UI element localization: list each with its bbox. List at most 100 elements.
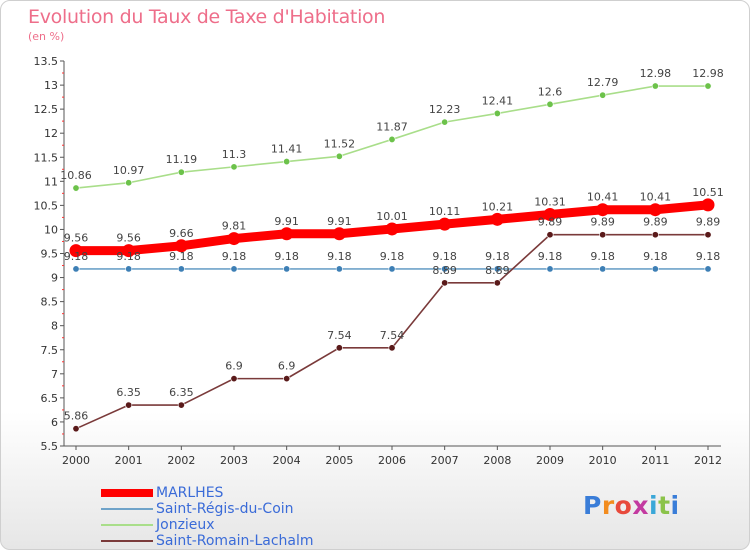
chart-title: Evolution du Taux de Taxe d'Habitation <box>28 6 386 28</box>
y-tick-label: 9 <box>51 272 58 285</box>
data-point <box>125 179 133 187</box>
data-point <box>493 279 501 287</box>
data-label: 10.21 <box>482 200 514 213</box>
data-label: 9.18 <box>380 250 405 263</box>
data-label: 11.3 <box>222 148 247 161</box>
data-point <box>72 425 80 433</box>
data-label: 9.56 <box>116 232 141 245</box>
data-label: 10.01 <box>376 210 408 223</box>
y-tick-label: 8.5 <box>41 296 59 309</box>
data-label: 10.41 <box>587 191 619 204</box>
y-tick-label: 13 <box>44 79 58 92</box>
data-point <box>72 184 80 192</box>
data-point <box>599 231 607 239</box>
data-point <box>230 375 238 383</box>
data-point <box>701 198 715 212</box>
data-label: 12.98 <box>640 67 672 80</box>
legend-swatch <box>101 540 153 542</box>
data-label: 7.54 <box>327 329 352 342</box>
data-point <box>283 265 291 273</box>
data-label: 6.9 <box>278 360 296 373</box>
data-point <box>438 217 452 231</box>
legend-label: Saint-Régis-du-Coin <box>156 501 294 517</box>
data-label: 10.86 <box>60 169 92 182</box>
x-tick-label: 2003 <box>220 454 248 467</box>
data-label: 12.6 <box>538 85 563 98</box>
data-label: 9.18 <box>432 250 457 263</box>
data-label: 9.18 <box>327 250 352 263</box>
data-point <box>599 265 607 273</box>
data-point <box>441 265 449 273</box>
data-point <box>493 265 501 273</box>
data-point <box>335 265 343 273</box>
data-label: 9.89 <box>538 216 563 229</box>
data-label: 9.81 <box>222 220 247 233</box>
x-tick-label: 2007 <box>431 454 459 467</box>
data-label: 6.35 <box>169 386 194 399</box>
data-label: 9.18 <box>274 250 299 263</box>
data-label: 9.18 <box>222 250 247 263</box>
data-point <box>227 232 241 246</box>
data-label: 9.18 <box>590 250 615 263</box>
data-label: 11.87 <box>376 120 408 133</box>
y-tick-label: 7.5 <box>41 344 59 357</box>
data-point <box>230 163 238 171</box>
data-label: 10.31 <box>534 196 566 209</box>
legend-swatch <box>101 508 153 510</box>
y-tick-label: 12 <box>44 127 58 140</box>
data-point <box>335 152 343 160</box>
y-tick-label: 13.5 <box>34 55 59 68</box>
x-tick-label: 2010 <box>589 454 617 467</box>
data-label: 6.9 <box>225 360 243 373</box>
x-tick-label: 2009 <box>536 454 564 467</box>
logo-letter: x <box>632 491 649 520</box>
x-tick-label: 2002 <box>167 454 195 467</box>
y-tick-label: 7 <box>51 368 58 381</box>
y-tick-label: 5.5 <box>41 440 59 453</box>
data-point <box>125 265 133 273</box>
data-point <box>125 401 133 409</box>
legend-label: Jonzieux <box>156 517 215 533</box>
y-tick-label: 6 <box>51 416 58 429</box>
logo-letter: P <box>583 491 602 520</box>
y-tick-label: 11.5 <box>34 151 59 164</box>
data-point <box>651 82 659 90</box>
data-label: 7.54 <box>380 329 405 342</box>
x-tick-label: 2004 <box>273 454 301 467</box>
x-tick-label: 2005 <box>325 454 353 467</box>
data-label: 9.89 <box>590 216 615 229</box>
data-point <box>543 208 557 222</box>
data-point <box>283 375 291 383</box>
data-point <box>335 344 343 352</box>
data-point <box>546 100 554 108</box>
data-point <box>546 231 554 239</box>
data-point <box>177 168 185 176</box>
x-tick-label: 2001 <box>115 454 143 467</box>
y-tick-label: 10 <box>44 223 58 236</box>
data-point <box>651 231 659 239</box>
data-label: 9.91 <box>327 215 352 228</box>
x-tick-label: 2012 <box>694 454 722 467</box>
logo-letter: i <box>649 491 659 520</box>
data-point <box>122 244 136 258</box>
data-point <box>704 231 712 239</box>
y-tick-label: 12.5 <box>34 103 59 116</box>
data-point <box>651 265 659 273</box>
data-point <box>283 158 291 166</box>
data-label: 9.66 <box>169 227 194 240</box>
chart-subtitle: (en %) <box>28 30 65 43</box>
data-point <box>280 227 294 241</box>
x-tick-label: 2000 <box>62 454 90 467</box>
data-label: 9.18 <box>485 250 510 263</box>
data-label: 10.51 <box>692 186 724 199</box>
data-point <box>546 265 554 273</box>
data-point <box>177 265 185 273</box>
data-label: 9.89 <box>696 216 721 229</box>
data-point <box>388 344 396 352</box>
data-label: 11.52 <box>324 137 356 150</box>
x-tick-label: 2006 <box>378 454 406 467</box>
data-point <box>441 118 449 126</box>
data-label: 8.89 <box>485 264 510 277</box>
